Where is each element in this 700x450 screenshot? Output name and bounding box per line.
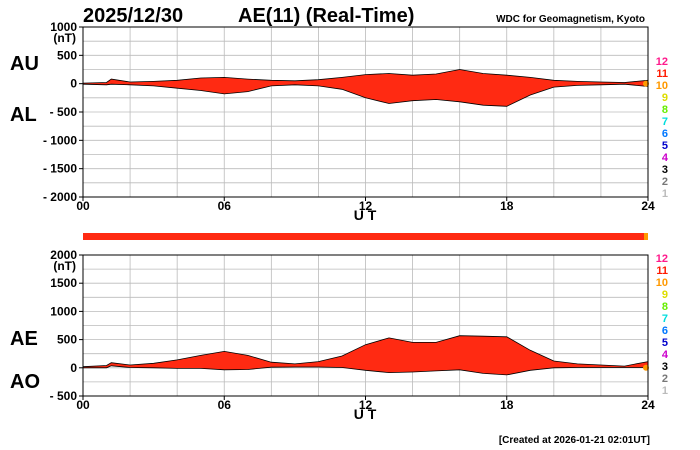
au-al-y-tick-label: - 1000 (43, 133, 77, 147)
au-label: AU (10, 53, 39, 75)
ae-label: AE (10, 328, 38, 350)
ae-ao-y-unit: (nT) (53, 259, 76, 273)
station-legend-item: 8 (662, 301, 668, 313)
ae-ao-y-tick-label: 500 (57, 333, 77, 347)
station-legend-item: 4 (662, 152, 669, 164)
station-legend-item: 1 (662, 385, 668, 397)
au-al-x-tick-label: 24 (641, 199, 655, 213)
ae-ao-x-tick-label: 06 (218, 398, 232, 412)
au-al-x-tick-label: 06 (218, 199, 232, 213)
ao-label: AO (10, 371, 40, 393)
station-legend-item: 7 (662, 116, 668, 128)
station-legend-item: 1 (662, 188, 668, 200)
ae-ao-x-tick-label: 18 (500, 398, 514, 412)
au-al-band-area (83, 69, 648, 107)
au-al-y-tick-label: - 2000 (43, 190, 77, 204)
station-legend-item: 3 (662, 164, 668, 176)
data-source: WDC for Geomagnetism, Kyoto (496, 14, 645, 25)
ae-ao-x-tick-label: 24 (641, 398, 655, 412)
ae-ao-x-ticks: 00 06 12 18 24 (76, 396, 655, 412)
ae-ao-grid (83, 255, 648, 396)
ae-ao-y-ticks: 2000 1500 1000 500 0 - 500 (50, 248, 83, 403)
station-legend-item: 7 (662, 313, 668, 325)
ae-ao-upper-line (82, 335, 649, 368)
station-coverage-bar (83, 233, 648, 240)
station-legend-item: 10 (656, 80, 668, 92)
ae-ao-y-tick-label: 0 (70, 361, 77, 375)
station-legend-item: 6 (662, 325, 668, 337)
au-al-lower-line (82, 83, 649, 107)
ae-ao-x-label: U T (354, 406, 377, 422)
ae-ao-lower-line (83, 365, 648, 376)
station-legend-item: 3 (662, 361, 668, 373)
ae-ao-x-tick-label: 00 (76, 398, 90, 412)
au-al-y-tick-label: 500 (57, 48, 77, 62)
station-legend-item: 5 (662, 337, 668, 349)
ae-ao-y-tick-label: 1500 (50, 276, 77, 290)
plot-title: AE(11) (Real-Time) (238, 5, 414, 27)
ae-ao-panel: 2000 1500 1000 500 0 - 500 (nT) 00 06 12 18 24 U … (10, 248, 655, 422)
station-legend-item: 12 (656, 56, 668, 68)
station-legend-item: 9 (662, 289, 668, 301)
station-legend-item: 10 (656, 277, 668, 289)
au-al-x-tick-label: 00 (76, 199, 90, 213)
ae-ao-y-tick-label: 1000 (50, 304, 77, 318)
station-legend-item: 9 (662, 92, 668, 104)
au-al-grid (83, 27, 648, 197)
station-legend-item: 8 (662, 104, 668, 116)
station-legend-item: 11 (656, 68, 668, 80)
station-legend-item: 2 (662, 373, 668, 385)
au-al-x-tick-label: 18 (500, 199, 514, 213)
au-al-y-tick-label: 0 (70, 77, 77, 91)
station-legend-item: 12 (656, 253, 668, 265)
au-al-y-tick-label: - 500 (50, 105, 78, 119)
ae-ao-marks (82, 335, 649, 376)
station-legend-item: 6 (662, 128, 668, 140)
station-legend-item: 5 (662, 140, 668, 152)
ae-ao-band-area (83, 335, 648, 375)
ae-ao-y-tick-label: - 500 (50, 389, 78, 403)
au-al-y-ticks: 1000 500 0 - 500 - 1000 - 1500 - 2000 (43, 20, 83, 204)
al-label: AL (10, 104, 37, 126)
au-al-y-tick-label: 1000 (50, 20, 77, 34)
ae-ao-y-tick-label: 2000 (50, 248, 77, 262)
created-timestamp: [Created at 2026-01-21 02:01UT] (499, 435, 650, 446)
station-legend-item: 11 (656, 265, 668, 277)
station-coverage-end (644, 233, 648, 240)
station-legend-item: 2 (662, 176, 668, 188)
au-al-y-tick-label: - 1500 (43, 162, 77, 176)
au-al-x-ticks: 00 06 12 18 24 (76, 197, 655, 213)
ae-ao-x-tick-label: 12 (359, 398, 373, 412)
au-al-upper-line (82, 69, 649, 84)
plot-date: 2025/12/30 (83, 5, 183, 27)
au-al-marks (82, 69, 649, 107)
au-al-x-label: U T (354, 207, 377, 223)
station-legend-item: 4 (662, 349, 669, 361)
au-al-x-tick-label: 12 (359, 199, 373, 213)
au-al-y-unit: (nT) (53, 31, 76, 45)
